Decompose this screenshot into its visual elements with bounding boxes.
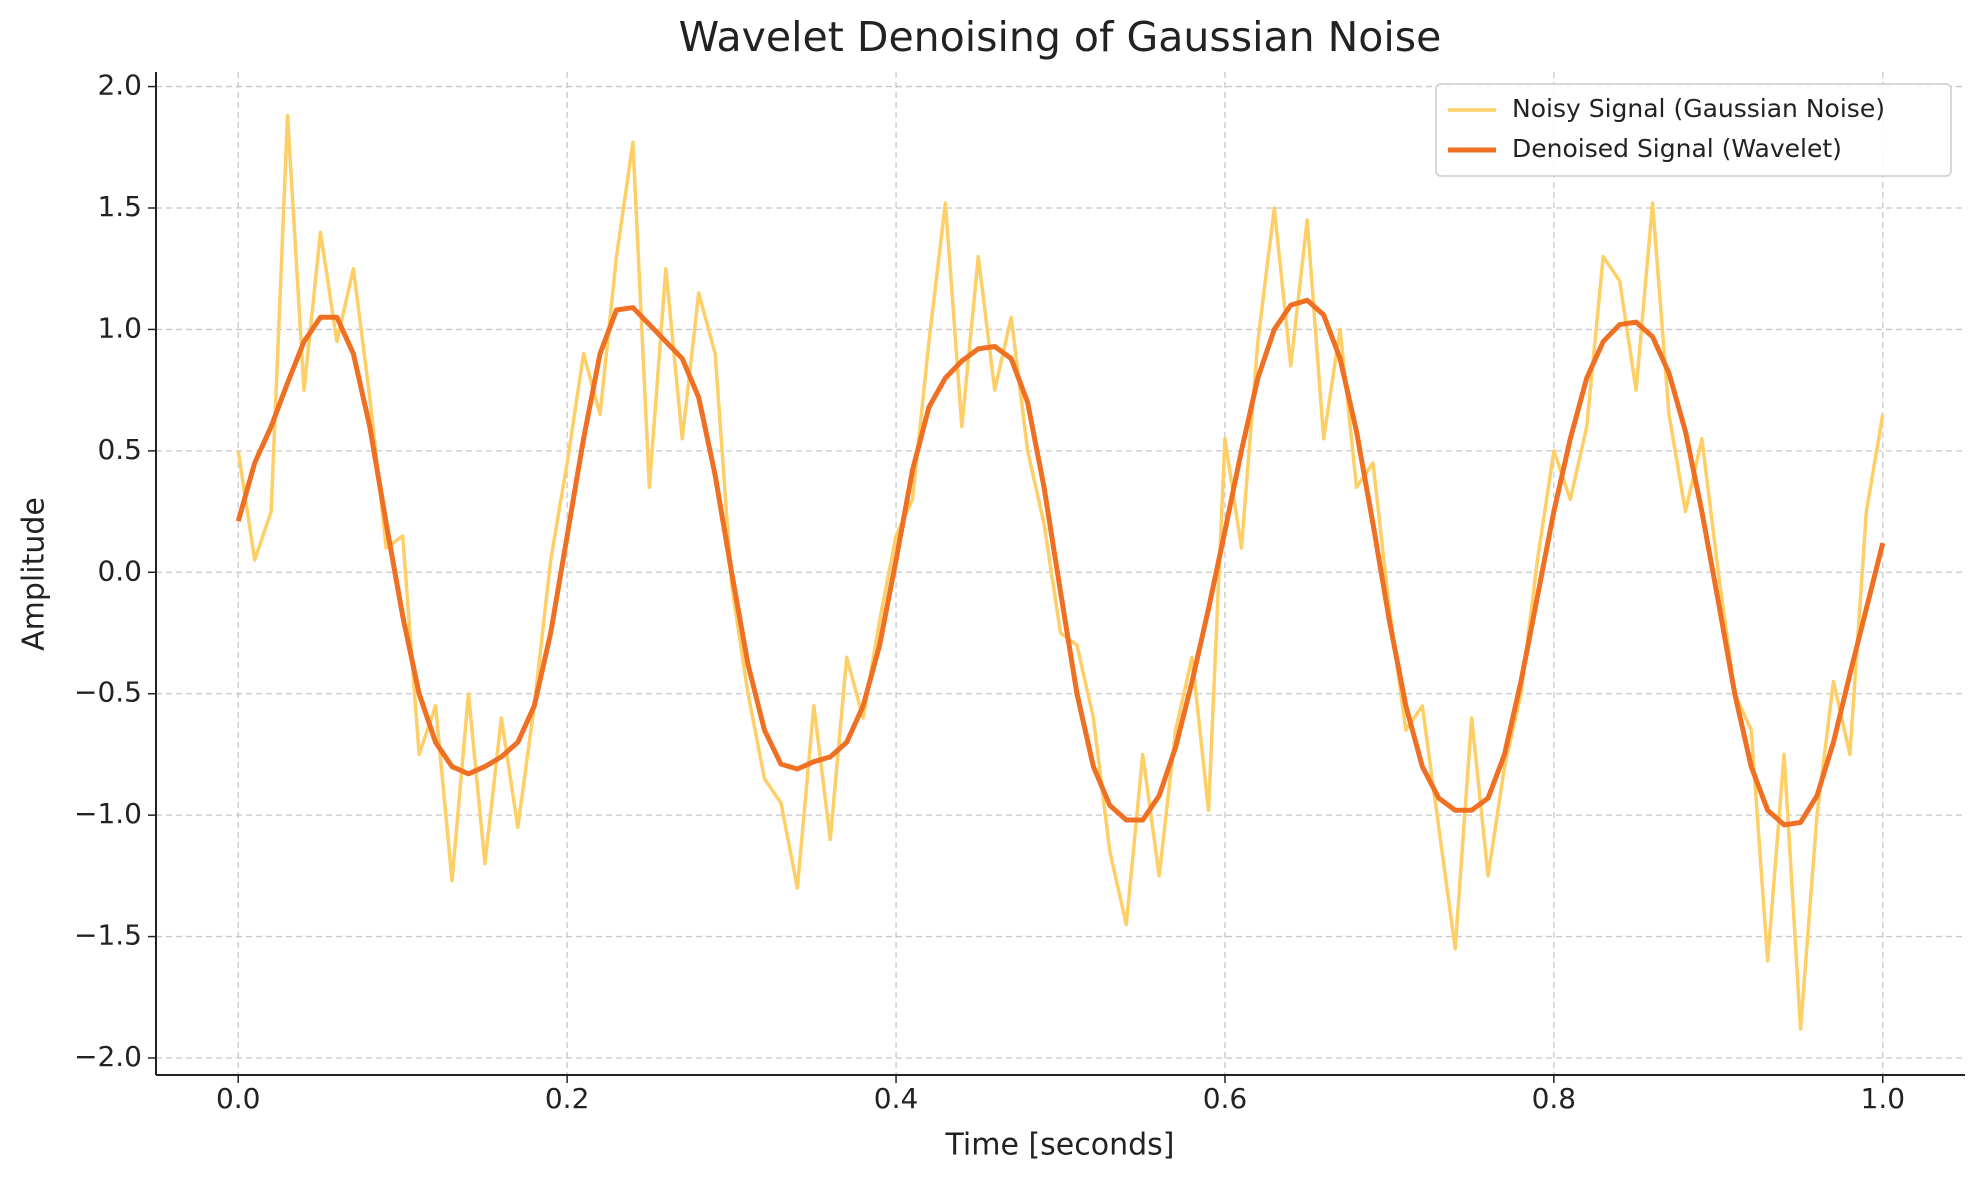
legend: Noisy Signal (Gaussian Noise) Denoised Si… — [1435, 83, 1952, 177]
series-line — [235, 297, 1886, 828]
y-tick-label: −2.0 — [74, 1040, 142, 1073]
x-tick-label: 0.6 — [1203, 1082, 1248, 1115]
y-tick-label: 0.0 — [97, 554, 142, 587]
legend-label: Noisy Signal (Gaussian Noise) — [1512, 94, 1885, 123]
x-tick-label: 0.2 — [545, 1082, 590, 1115]
legend-label: Denoised Signal (Wavelet) — [1512, 134, 1842, 163]
x-tick-label: 0.0 — [216, 1082, 261, 1115]
y-tick-label: 2.0 — [97, 69, 142, 102]
series-line — [236, 113, 1885, 1031]
x-axis-label: Time [seconds] — [945, 1128, 1175, 1163]
chart-title: Wavelet Denoising of Gaussian Noise — [679, 13, 1442, 61]
y-tick-label: −0.5 — [74, 676, 142, 709]
x-tick-label: 0.4 — [874, 1082, 919, 1115]
y-axis-label: Amplitude — [17, 497, 52, 651]
legend-box — [1435, 83, 1952, 177]
y-tick-label: 1.5 — [97, 190, 142, 223]
x-tick-label: 0.8 — [1532, 1082, 1577, 1115]
y-tick-label: −1.0 — [74, 797, 142, 830]
x-tick-label: 1.0 — [1861, 1082, 1906, 1115]
y-tick-label: −1.5 — [74, 919, 142, 952]
y-tick-label: 0.5 — [97, 433, 142, 466]
y-tick-label: 1.0 — [97, 311, 142, 344]
